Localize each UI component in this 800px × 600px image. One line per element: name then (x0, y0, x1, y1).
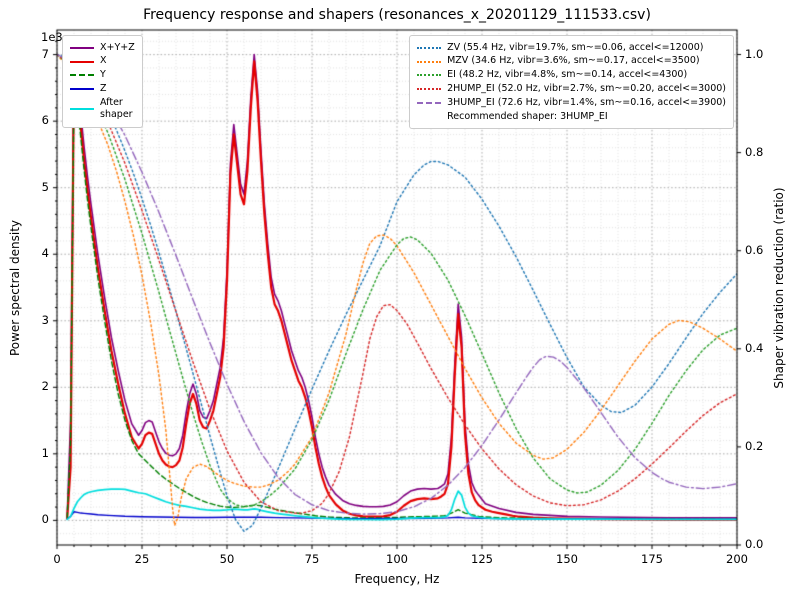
x-tick-label: 150 (556, 552, 578, 566)
legend-psd: X+Y+Z X Y Z After shaper (62, 35, 143, 129)
recommended-shaper-note: Recommended shaper: 3HUMP_EI (447, 111, 608, 123)
y-left-offset-text: 1e3 (41, 30, 63, 44)
y-left-tick-label: 7 (41, 46, 49, 61)
y-right-tick-label: 0.2 (745, 438, 764, 453)
legend-entry-after-shaper: After shaper (70, 97, 135, 122)
y-right-tick-label: 0.0 (745, 537, 764, 551)
legend-entry-x: X (70, 55, 135, 67)
legend-label-x: X (100, 55, 107, 67)
x-tick-label: 200 (726, 552, 748, 566)
line-sample-xyz (70, 46, 94, 49)
line-sample-ei (417, 74, 442, 77)
legend-entry-2hump-ei: 2HUMP_EI (52.0 Hz, vibr=2.7%, sm~=0.20, … (417, 83, 726, 95)
legend-label-after-shaper: After shaper (100, 96, 133, 121)
y-left-tick-label: 4 (41, 246, 49, 261)
line-sample-2hump-ei (417, 88, 442, 91)
x-tick-label: 100 (386, 552, 408, 566)
legend-label-2hump-ei: 2HUMP_EI (52.0 Hz, vibr=2.7%, sm~=0.20, … (447, 83, 726, 95)
x-tick-label: 50 (219, 552, 235, 566)
line-sample-z (70, 88, 94, 91)
line-sample-x (70, 60, 94, 63)
y-right-tick-label: 0.6 (745, 242, 764, 257)
legend-label-xyz: X+Y+Z (100, 41, 135, 53)
legend-label-zv: ZV (55.4 Hz, vibr=19.7%, sm~=0.06, accel… (447, 41, 704, 53)
legend-label-z: Z (100, 83, 107, 95)
y-right-axis-label: Shaper vibration reduction (ratio) (772, 187, 786, 389)
legend-entry-mzv: MZV (34.6 Hz, vibr=3.6%, sm~=0.17, accel… (417, 55, 726, 67)
line-sample-3hump-ei (417, 102, 442, 105)
legend-shapers: ZV (55.4 Hz, vibr=19.7%, sm~=0.06, accel… (409, 35, 734, 129)
legend-entry-3hump-ei: 3HUMP_EI (72.6 Hz, vibr=1.4%, sm~=0.16, … (417, 97, 726, 109)
legend-label-ei: EI (48.2 Hz, vibr=4.8%, sm~=0.14, accel<… (447, 69, 688, 81)
y-left-tick-label: 1 (41, 445, 49, 460)
x-axis-label: Frequency, Hz (354, 572, 440, 586)
x-tick-label: 0 (53, 552, 61, 566)
y-right-tick-label: 1.0 (745, 46, 764, 61)
line-sample-mzv (417, 60, 442, 63)
y-left-tick-label: 6 (41, 113, 49, 128)
y-left-tick-label: 3 (41, 312, 49, 327)
legend-entry-xyz: X+Y+Z (70, 42, 135, 54)
legend-entry-z: Z (70, 83, 135, 95)
chart-title: Frequency response and shapers (resonanc… (143, 7, 651, 23)
legend-entry-y: Y (70, 69, 135, 81)
y-left-tick-label: 0 (41, 512, 49, 527)
line-sample-y (70, 74, 94, 77)
line-sample-after-shaper (70, 108, 94, 111)
legend-entry-ei: EI (48.2 Hz, vibr=4.8%, sm~=0.14, accel<… (417, 69, 726, 81)
legend-label-mzv: MZV (34.6 Hz, vibr=3.6%, sm~=0.17, accel… (447, 55, 700, 67)
y-right-tick-label: 0.4 (745, 340, 764, 355)
legend-label-y: Y (100, 69, 106, 81)
x-tick-label: 25 (134, 552, 150, 566)
x-tick-label: 125 (471, 552, 493, 566)
x-tick-label: 175 (641, 552, 663, 566)
legend-label-3hump-ei: 3HUMP_EI (72.6 Hz, vibr=1.4%, sm~=0.16, … (447, 96, 726, 108)
y-left-axis-label: Power spectral density (8, 219, 22, 357)
line-sample-zv (417, 46, 442, 49)
y-right-tick-label: 0.8 (745, 144, 764, 159)
x-tick-label: 75 (304, 552, 320, 566)
y-left-tick-label: 5 (41, 179, 49, 194)
legend-entry-zv: ZV (55.4 Hz, vibr=19.7%, sm~=0.06, accel… (417, 42, 726, 54)
y-left-tick-label: 2 (41, 379, 49, 394)
